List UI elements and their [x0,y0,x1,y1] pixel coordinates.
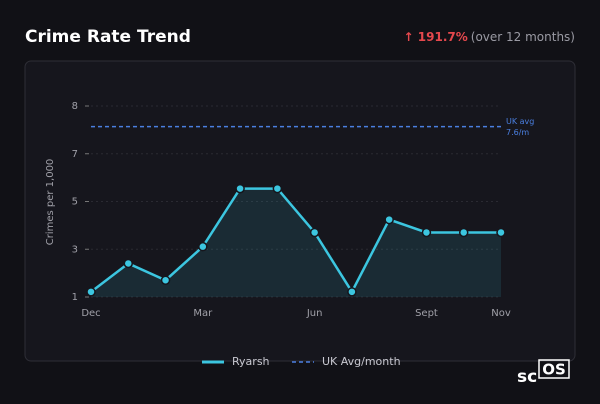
y-tick-label: 3 [72,244,78,255]
x-tick-label: Jun [306,308,323,319]
point [309,227,320,238]
y-tick-label: 1 [72,292,78,303]
reference-label: 7.6/m [506,128,529,137]
logo: OS [542,361,566,379]
line [90,187,501,295]
x-tick-label: Mar [193,308,213,319]
logo: sc [517,367,537,387]
change-value: ↑ 191.7% [404,30,468,44]
point [198,241,208,252]
x-tick-label: Nov [491,308,511,319]
point [496,227,506,238]
y-axis-label: Crimes per 1,000 [45,159,56,246]
change-note: (over 12 months) [471,30,575,44]
point [421,227,432,238]
chart-title: Crime Rate Trend [25,27,191,47]
legend-label: Ryarsh [232,355,270,368]
point [384,214,394,225]
y-tick-label: 7 [72,149,78,160]
point [272,183,283,194]
y-tick-label: 8 [72,101,78,112]
legend-label: UK Avg/month [322,355,401,368]
point [160,275,171,285]
point [458,227,469,238]
point [86,287,96,297]
change-summary: ↑ 191.7% (over 12 months) [404,30,575,44]
x-tick-label: Sept [415,308,438,319]
y-tick-label: 5 [72,197,78,208]
x-tick-label: Dec [81,308,100,319]
point [347,287,357,297]
point [123,258,134,269]
point [235,183,245,194]
reference-label: UK avg [506,117,534,126]
logo-box [538,359,570,379]
area [91,188,501,297]
chart-panel [24,60,576,362]
